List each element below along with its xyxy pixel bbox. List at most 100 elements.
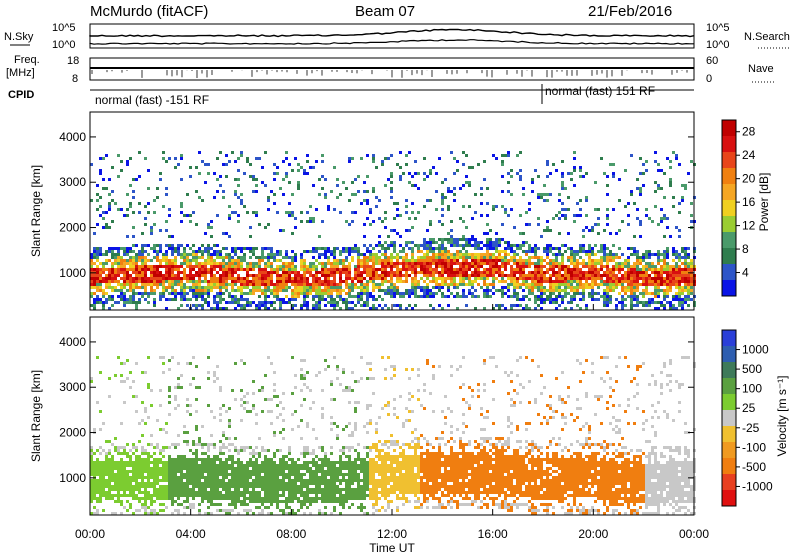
power-cell [318, 289, 321, 292]
power-cell [426, 286, 429, 289]
power-cell [153, 256, 156, 259]
velocity-cell [171, 473, 174, 476]
power-cell [528, 265, 531, 268]
velocity-cell [246, 461, 249, 464]
power-cell [285, 262, 288, 265]
power-cell [324, 274, 327, 277]
velocity-cell [198, 440, 201, 443]
power-cell [609, 250, 612, 253]
power-cell [411, 292, 414, 295]
power-cell [681, 268, 684, 271]
power-cell [174, 256, 177, 259]
velocity-cell [186, 485, 189, 488]
velocity-cell [177, 443, 180, 446]
velocity-cell [117, 452, 120, 455]
velocity-cell [258, 479, 261, 482]
power-cell [384, 250, 387, 253]
power-cell [507, 274, 510, 277]
power-cell [315, 289, 318, 292]
power-cell [465, 259, 468, 262]
power-cell [573, 259, 576, 262]
power-cell [171, 283, 174, 286]
velocity-cell [162, 479, 165, 482]
velocity-cell [93, 464, 96, 467]
power-cell [396, 274, 399, 277]
power-cell [522, 193, 525, 196]
power-cell [375, 196, 378, 199]
power-cell [528, 271, 531, 274]
power-cell [324, 292, 327, 295]
power-cell [684, 262, 687, 265]
power-cell [579, 262, 582, 265]
velocity-cell [156, 479, 159, 482]
velocity-cell [186, 494, 189, 497]
power-cell [444, 256, 447, 259]
power-cell [357, 298, 360, 301]
velocity-cell [246, 479, 249, 482]
power-cell [684, 250, 687, 253]
power-cell [186, 304, 189, 307]
power-cell [252, 286, 255, 289]
power-cell [180, 289, 183, 292]
power-cell [399, 304, 402, 307]
power-cell [348, 253, 351, 256]
power-cell [264, 301, 267, 304]
velocity-cell [225, 446, 228, 449]
velocity-cell [255, 422, 258, 425]
power-cell [222, 277, 225, 280]
velocity-cell [183, 467, 186, 470]
power-cell [207, 256, 210, 259]
power-cell [633, 262, 636, 265]
power-cell [369, 244, 372, 247]
power-cell [471, 259, 474, 262]
velocity-cell [99, 500, 102, 503]
power-cell [390, 256, 393, 259]
velocity-cell [96, 500, 99, 503]
power-cell [132, 250, 135, 253]
power-cell [507, 253, 510, 256]
power-cell [108, 280, 111, 283]
velocity-cell [213, 494, 216, 497]
power-cell [219, 265, 222, 268]
power-cell [525, 253, 528, 256]
power-cell [144, 283, 147, 286]
power-cell [423, 247, 426, 250]
velocity-cell [93, 497, 96, 500]
power-cell [102, 292, 105, 295]
velocity-cell [159, 479, 162, 482]
power-cell [567, 286, 570, 289]
power-cell [657, 277, 660, 280]
power-cell [168, 280, 171, 283]
power-cell [120, 247, 123, 250]
velocity-cell [255, 464, 258, 467]
power-cell [210, 220, 213, 223]
power-cell [600, 244, 603, 247]
power-cell [345, 265, 348, 268]
velocity-cell [234, 494, 237, 497]
power-cell [264, 184, 267, 187]
power-cell [204, 289, 207, 292]
power-cell [132, 259, 135, 262]
velocity-cell [210, 434, 213, 437]
power-cell [648, 274, 651, 277]
velocity-cell [228, 494, 231, 497]
power-cell [543, 289, 546, 292]
velocity-cell [243, 479, 246, 482]
power-cell [435, 208, 438, 211]
power-cell [426, 199, 429, 202]
power-cell [396, 289, 399, 292]
velocity-cell [186, 506, 189, 509]
velocity-cell [102, 488, 105, 491]
velocity-cell [261, 485, 264, 488]
velocity-cell [111, 443, 114, 446]
power-cell [192, 283, 195, 286]
velocity-cell [228, 488, 231, 491]
power-cell [147, 253, 150, 256]
power-cell [387, 274, 390, 277]
power-cell [177, 268, 180, 271]
power-cell [420, 271, 423, 274]
power-cell [303, 283, 306, 286]
power-cell [186, 262, 189, 265]
power-cell [516, 262, 519, 265]
power-cell [672, 304, 675, 307]
